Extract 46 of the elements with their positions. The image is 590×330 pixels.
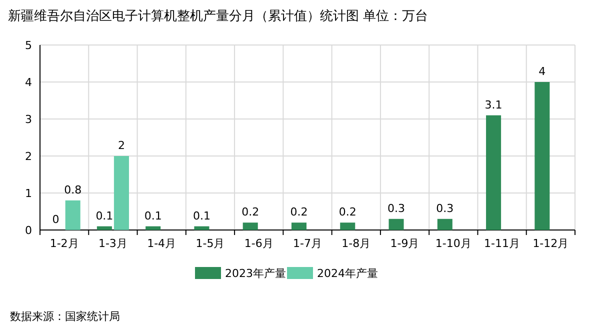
data-label: 0 [52,213,60,226]
bar [340,222,356,230]
y-tick-label: 4 [25,76,32,89]
x-tick-label: 1-6月 [244,237,274,250]
legend-label: 2024年产量 [317,267,378,280]
source-note: 数据来源：国家统计局 [10,310,120,323]
data-label: 0.1 [96,209,114,222]
y-tick-label: 3 [25,113,32,126]
x-tick-label: 1-5月 [196,237,225,250]
data-label: 0.3 [388,202,406,215]
x-tick-label: 1-7月 [293,237,322,250]
bar [388,218,404,230]
chart-title: 新疆维吾尔自治区电子计算机整机产量分月（累计值）统计图 单位：万台 [8,9,428,24]
x-tick-label: 1-10月 [435,237,472,250]
data-label: 0.1 [144,209,162,222]
bar [96,226,112,230]
data-label: 4 [538,65,546,78]
y-tick-label: 5 [25,39,32,52]
y-tick-label: 0 [25,224,32,237]
y-tick-label: 2 [25,150,32,163]
legend-label: 2023年产量 [225,267,286,280]
data-label: 0.1 [192,209,210,222]
data-label: 0.2 [338,206,356,219]
data-label: 2 [118,139,125,152]
x-tick-label: 1-4月 [147,237,176,250]
data-label: 0.3 [436,202,454,215]
x-tick-label: 1-11月 [484,237,520,250]
x-tick-label: 1-9月 [390,237,420,250]
y-tick-label: 1 [25,187,32,200]
bar [146,226,161,230]
x-tick-label: 1-3月 [98,237,128,250]
bar [291,222,306,230]
data-label: 0.2 [290,206,308,219]
bar [486,115,502,230]
bar [437,218,452,230]
bar [114,156,129,230]
bar [242,222,258,230]
x-tick-label: 1-2月 [50,237,79,250]
x-tick-label: 1-12月 [532,237,569,250]
data-label: 3.1 [484,98,502,112]
data-label: 0.8 [64,183,82,196]
data-label: 0.2 [242,206,260,219]
bar [194,226,210,230]
x-tick-label: 1-8月 [342,237,371,250]
bar [534,82,550,230]
bar [65,200,80,230]
